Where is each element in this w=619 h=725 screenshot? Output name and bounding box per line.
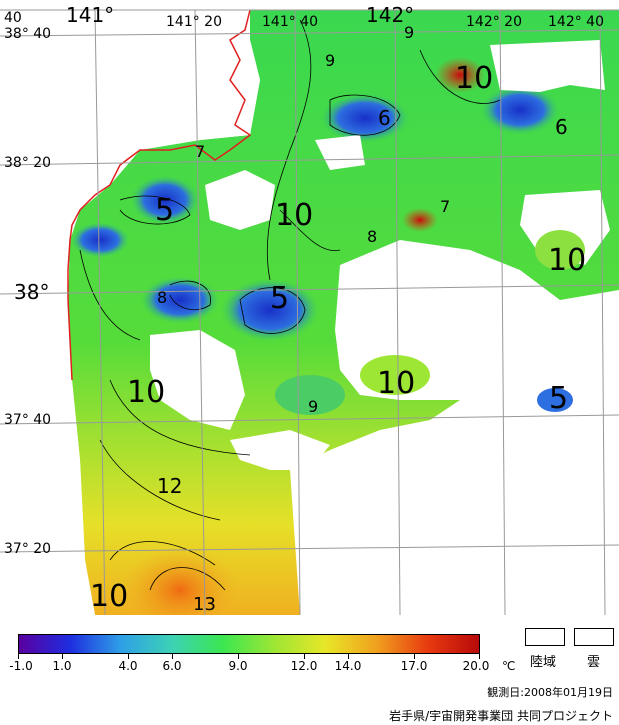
contour-label: 9 — [325, 51, 335, 70]
sea-patch — [360, 355, 430, 395]
longitude-label: 142° — [366, 3, 415, 27]
longitude-label: 142° 20 — [466, 14, 522, 30]
latitude-label: 37° 40 — [4, 412, 52, 428]
contour-label: 7 — [440, 197, 450, 216]
coastline — [67, 9, 252, 381]
cloud-area — [490, 40, 605, 92]
sea-patch — [537, 388, 573, 412]
longitude-label: 40 — [4, 10, 22, 26]
colorbar-tick — [414, 654, 415, 659]
colorbar-tick-label: 4.0 — [118, 659, 138, 673]
colorbar-tick — [172, 654, 173, 659]
cold-water-patch — [480, 85, 560, 135]
contour-labels: 9 9 10 6 6 7 5 10 7 8 10 8 5 10 10 9 5 1… — [90, 23, 586, 615]
contour-label: 5 — [155, 193, 174, 228]
cloud-area — [230, 430, 330, 470]
contour-label: 13 — [193, 594, 216, 615]
contour-label: 10 — [548, 243, 586, 278]
warm-water-patch — [435, 57, 485, 93]
cloud-area — [290, 240, 619, 615]
temperature-unit: ℃ — [502, 659, 516, 673]
cold-water-patch — [70, 222, 130, 258]
colorbar-tick — [62, 654, 63, 659]
colorbar-tick — [18, 654, 19, 659]
warm-water-patch — [120, 545, 240, 615]
longitude-label: 142° 40 — [548, 14, 604, 30]
latitude-label: 38° 40 — [4, 26, 52, 42]
contour-label: 10 — [90, 579, 128, 614]
colorbar-tick-label: 9.0 — [228, 659, 248, 673]
colorbar-tick — [238, 654, 239, 659]
contour-label: 8 — [157, 288, 167, 307]
sea-patch — [275, 375, 345, 415]
cloud-area — [315, 135, 365, 170]
cloud-legend-swatch — [574, 628, 614, 646]
contour-label: 10 — [455, 61, 493, 96]
cloud-area — [205, 170, 275, 230]
land-area — [0, 10, 260, 615]
contour-label: 7 — [195, 142, 205, 161]
colorbar-tick-label: -1.0 — [9, 659, 33, 673]
contour-label: 12 — [157, 474, 182, 498]
contour-label: 6 — [555, 115, 568, 139]
colorbar-tick — [348, 654, 349, 659]
contour-label: 9 — [308, 397, 318, 416]
colorbar-tick-label: 12.0 — [290, 659, 318, 673]
temperature-colorbar — [18, 634, 480, 654]
colorbar-tick — [304, 654, 305, 659]
colorbar-tick-label: 6.0 — [162, 659, 182, 673]
cloud-legend-label: 雲 — [587, 655, 601, 670]
contour-label: 10 — [377, 366, 415, 401]
cold-water-patch — [320, 93, 410, 143]
contour-label: 10 — [127, 375, 165, 410]
land-legend-swatch — [525, 628, 565, 646]
sea-patch — [535, 230, 585, 270]
warm-water-patch — [402, 208, 438, 232]
temperature-contours — [79, 19, 501, 591]
contour-label: 10 — [275, 198, 313, 233]
land-legend-label: 陸域 — [530, 655, 557, 670]
colorbar-tick-label: 20.0 — [462, 659, 490, 673]
contour-label: 5 — [270, 281, 289, 316]
credit-text: 岩手県/宇宙開発事業団 共同プロジェクト — [389, 709, 613, 723]
contour-label: 6 — [378, 106, 391, 130]
observation-date: 観測日:2008年01月19日 — [487, 686, 613, 699]
cold-water-patch — [130, 175, 200, 225]
colorbar-tick — [128, 654, 129, 659]
latitude-label: 38° — [14, 280, 50, 304]
colorbar-tick-label: 14.0 — [334, 659, 362, 673]
latitude-label: 38° 20 — [4, 155, 52, 171]
colorbar-tick — [479, 654, 480, 659]
latitude-label: 37° 20 — [4, 541, 52, 557]
contour-label: 5 — [549, 381, 568, 416]
longitude-label: 141° — [66, 3, 115, 27]
colorbar-tick-label: 17.0 — [400, 659, 428, 673]
cold-water-patch — [140, 276, 220, 324]
graticule — [0, 9, 619, 615]
longitude-label: 141° 40 — [262, 14, 318, 30]
colorbar-tick-label: 1.0 — [52, 659, 72, 673]
cloud-area — [150, 330, 245, 430]
contour-label: 8 — [367, 227, 377, 246]
longitude-label: 141° 20 — [166, 14, 222, 30]
sea-surface-temperature-map: 9 9 10 6 6 7 5 10 7 8 10 8 5 10 10 9 5 1… — [0, 9, 619, 615]
contour-label: 9 — [404, 23, 414, 42]
